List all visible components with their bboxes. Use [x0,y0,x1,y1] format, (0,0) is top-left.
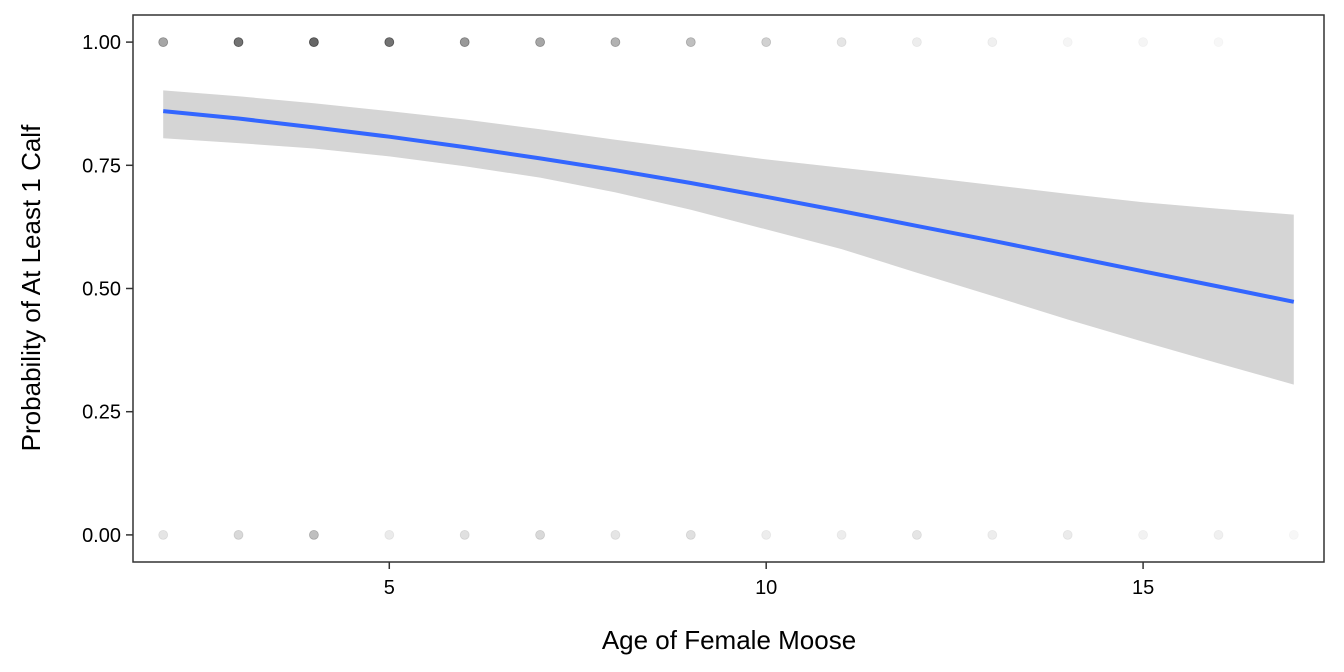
data-point [1138,530,1148,540]
data-point [1062,530,1073,540]
data-point [685,530,696,540]
data-point [535,530,545,540]
data-point [233,530,244,540]
data-point [761,37,772,47]
data-point [308,37,319,47]
data-point [1214,38,1223,47]
data-point [535,37,545,47]
data-point [836,530,847,540]
x-tick-label: 10 [755,577,777,599]
fit-line [163,109,1295,304]
data-point [158,530,169,540]
y-tick-label: 0.25 [82,402,121,424]
data-point [308,530,319,540]
data-point [384,37,395,47]
data-point [987,530,998,540]
data-point [1063,37,1073,47]
x-tick-label: 15 [1132,577,1154,599]
data-point [912,37,922,47]
data-point [459,37,470,47]
x-axis-title: Age of Female Moose [602,625,856,655]
x-tick-label: 5 [384,577,395,599]
confidence-ribbon [163,90,1294,385]
y-tick-label: 1.00 [82,32,121,54]
y-tick-label: 0.00 [82,525,121,547]
y-tick-label: 0.75 [82,155,121,177]
data-point [158,37,169,47]
data-point [610,37,621,47]
data-point [1213,530,1224,540]
data-point [459,530,470,540]
data-point [233,37,244,47]
data-point [384,530,395,540]
data-point [1289,530,1298,539]
y-axis-title: Probability of At Least 1 Calf [16,124,46,451]
data-point [610,530,621,540]
y-tick-label: 0.50 [82,279,121,301]
data-point [912,530,922,540]
data-point [836,37,847,47]
data-point [987,37,998,47]
data-point [685,37,696,47]
data-point [1138,37,1148,47]
data-point [761,530,772,540]
